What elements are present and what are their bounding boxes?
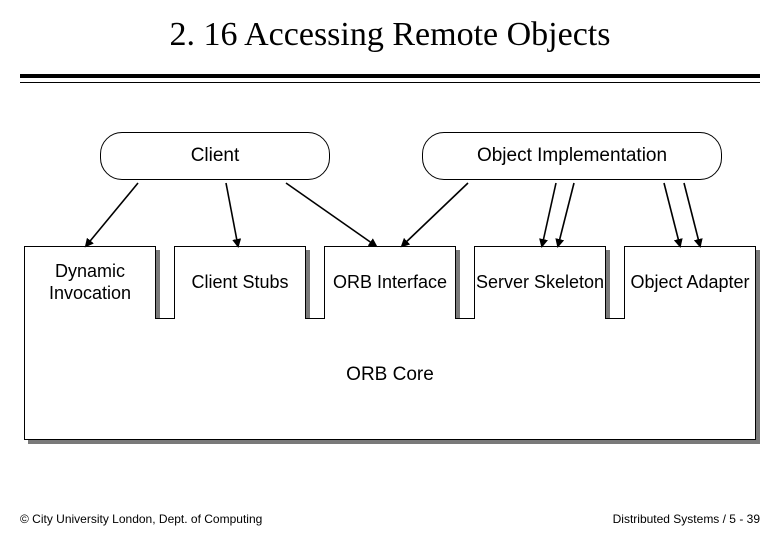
arrow	[286, 183, 376, 246]
object-implementation-box: Object Implementation	[422, 132, 722, 180]
arrow	[664, 183, 680, 246]
pillar-object-adapter: Object Adapter	[624, 246, 756, 319]
pillar-join-0	[25, 318, 155, 320]
pillar-label: ORB Interface	[333, 272, 447, 294]
pillar-label: Server Skeleton	[476, 272, 604, 294]
orb-band: Dynamic Invocation Client Stubs ORB Inte…	[24, 246, 756, 440]
pillar-join-1	[175, 318, 305, 320]
arrow	[86, 183, 138, 246]
footer-right: Distributed Systems / 5 - 39	[613, 512, 760, 526]
pillar-orb-interface: ORB Interface	[324, 246, 456, 319]
client-box-label: Client	[191, 145, 240, 167]
object-implementation-label: Object Implementation	[477, 145, 667, 167]
pillar-dynamic-invocation: Dynamic Invocation	[24, 246, 156, 319]
client-box: Client	[100, 132, 330, 180]
pillar-client-stubs: Client Stubs	[174, 246, 306, 319]
pillar-label: Object Adapter	[630, 272, 749, 294]
arrow	[542, 183, 556, 246]
orb-core-label: ORB Core	[24, 364, 756, 386]
title-rule-thin	[20, 82, 760, 83]
footer-left: © City University London, Dept. of Compu…	[20, 512, 262, 526]
title-rule-thick	[20, 74, 760, 78]
arrow	[226, 183, 238, 246]
pillar-join-4	[625, 318, 755, 320]
pillar-join-3	[475, 318, 605, 320]
arrow	[558, 183, 574, 246]
slide: 2. 16 Accessing Remote Objects Client Ob…	[0, 0, 780, 540]
pillar-server-skeleton: Server Skeleton	[474, 246, 606, 319]
pillar-label: Dynamic Invocation	[25, 261, 155, 304]
pillar-label: Client Stubs	[191, 272, 288, 294]
pillar-join-2	[325, 318, 455, 320]
slide-title: 2. 16 Accessing Remote Objects	[0, 16, 780, 54]
arrow	[402, 183, 468, 246]
arrow	[684, 183, 700, 246]
